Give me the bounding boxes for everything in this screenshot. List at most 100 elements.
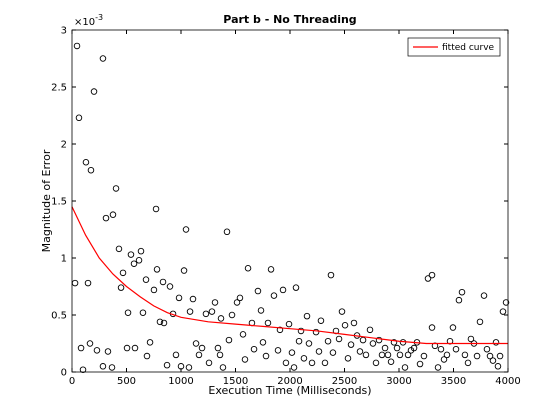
data-point — [424, 275, 432, 282]
data-point — [146, 339, 154, 346]
data-point — [428, 271, 436, 279]
data-point — [381, 344, 389, 352]
data-point — [290, 364, 298, 371]
data-point — [254, 287, 262, 295]
data-point — [372, 359, 380, 367]
data-point — [172, 351, 180, 359]
data-point — [137, 247, 145, 255]
data-point — [366, 326, 374, 334]
data-point — [315, 348, 323, 355]
data-point — [489, 357, 497, 364]
data-point — [443, 351, 451, 359]
data-point — [262, 352, 270, 360]
data-point — [208, 308, 216, 315]
data-point — [109, 211, 117, 218]
data-point — [401, 364, 409, 371]
data-point — [410, 344, 418, 352]
data-point — [480, 292, 488, 299]
data-point — [90, 88, 98, 95]
y-multiplier: ×10-3 — [74, 13, 103, 28]
y-multiplier-base: ×10 — [74, 17, 95, 28]
data-point — [236, 294, 244, 302]
data-point — [329, 349, 337, 356]
data-point — [387, 358, 395, 365]
data-point — [211, 299, 219, 306]
data-point — [123, 344, 131, 352]
data-point — [362, 351, 370, 359]
data-point — [341, 322, 349, 329]
data-point — [189, 295, 197, 303]
data-point — [274, 347, 282, 354]
data-point — [434, 364, 442, 371]
data-point — [324, 337, 332, 345]
legend-label: fitted curve — [442, 43, 495, 53]
data-point — [375, 336, 383, 344]
data-point — [259, 339, 267, 346]
data-point — [297, 327, 305, 335]
data-point — [159, 278, 167, 286]
x-tick-label: 2000 — [277, 376, 302, 387]
data-point — [455, 296, 463, 304]
plot-area — [72, 30, 508, 372]
data-point — [225, 336, 233, 344]
data-point — [250, 345, 258, 353]
data-point — [223, 228, 231, 236]
data-point — [99, 55, 107, 62]
data-point — [130, 260, 138, 267]
data-point — [461, 351, 469, 359]
data-point — [142, 276, 150, 283]
data-point — [458, 288, 466, 296]
data-point — [369, 340, 377, 347]
data-point — [305, 340, 313, 347]
data-point — [202, 310, 210, 318]
data-point — [124, 309, 132, 316]
data-point — [182, 226, 190, 233]
data-point — [404, 351, 412, 359]
data-point — [82, 158, 90, 166]
data-point — [344, 355, 352, 362]
data-point — [217, 315, 225, 322]
data-point — [104, 348, 112, 355]
y-tick-label: 3 — [61, 26, 67, 37]
data-point — [153, 266, 161, 273]
data-point — [437, 345, 445, 353]
data-point — [135, 257, 143, 264]
data-point — [473, 352, 481, 360]
data-point — [350, 319, 358, 327]
y-tick-label: 2 — [61, 140, 67, 151]
data-point — [483, 345, 491, 353]
data-point — [452, 345, 460, 353]
data-point — [288, 349, 296, 356]
data-point — [216, 351, 224, 359]
data-point — [150, 286, 158, 294]
data-point — [160, 319, 168, 327]
data-point — [416, 360, 424, 368]
data-point — [84, 279, 92, 287]
data-point — [440, 356, 448, 363]
data-point — [75, 114, 83, 122]
x-tick-label: 4000 — [495, 376, 520, 387]
data-point — [93, 347, 101, 354]
data-point — [393, 344, 401, 352]
data-point — [139, 309, 147, 316]
data-point — [86, 340, 94, 347]
data-point — [177, 363, 185, 370]
data-point — [502, 299, 510, 306]
chart-title: Part b - No Threading — [223, 13, 356, 26]
data-point — [73, 42, 81, 50]
x-tick-label: 3000 — [386, 376, 411, 387]
data-point — [476, 318, 484, 326]
data-point — [321, 359, 329, 367]
x-axis-label: Execution Time (Milliseconds) — [208, 384, 371, 397]
data-point — [420, 352, 428, 360]
y-axis-label: Magnitude of Error — [40, 149, 53, 252]
data-point — [496, 352, 504, 360]
data-point — [131, 344, 139, 352]
data-point — [180, 267, 188, 274]
data-point — [198, 344, 206, 352]
data-point — [205, 359, 213, 367]
data-point — [327, 271, 335, 279]
data-point — [244, 265, 252, 272]
data-point — [166, 283, 174, 290]
